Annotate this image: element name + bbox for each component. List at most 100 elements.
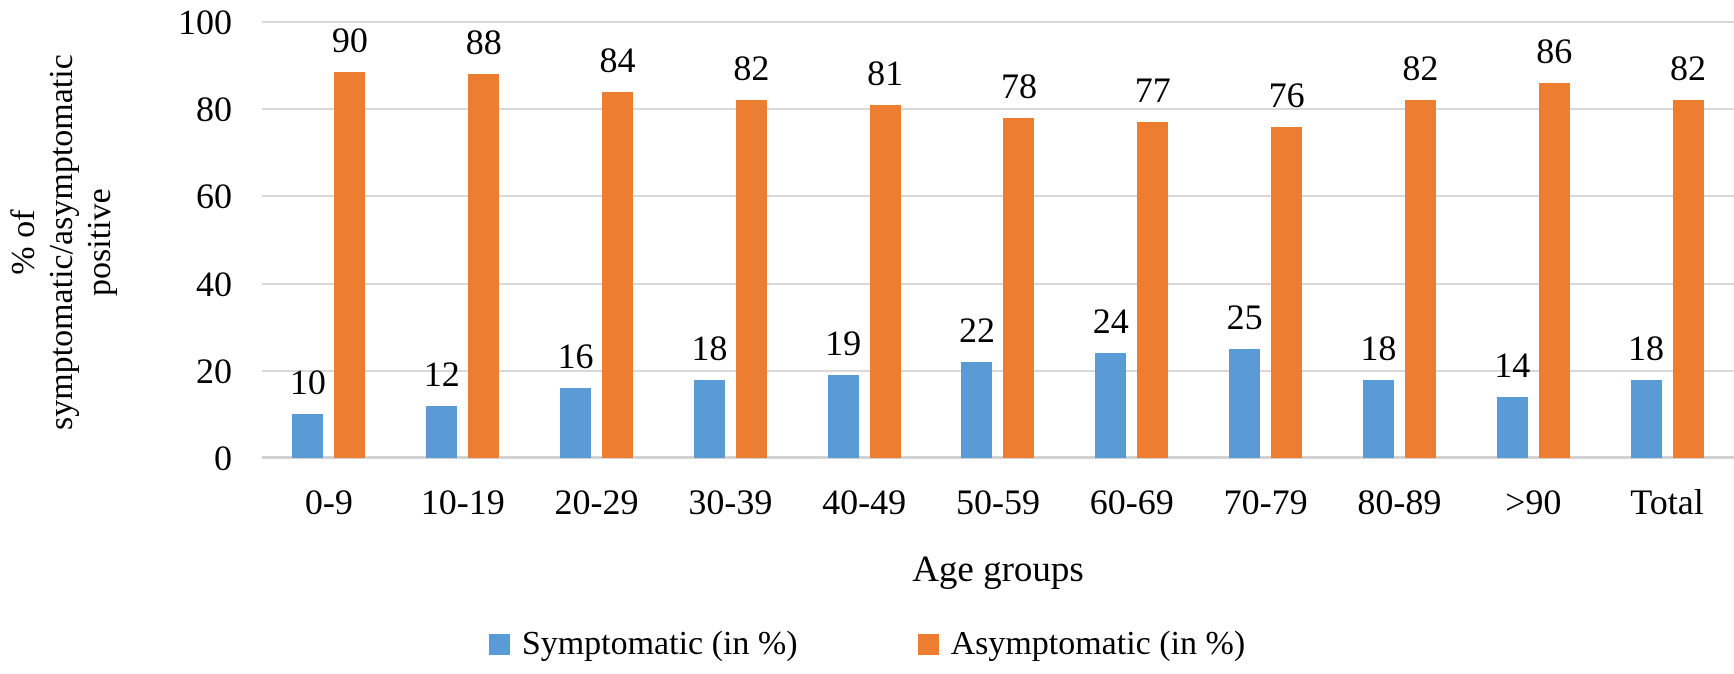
y-tick-label: 100 <box>178 2 232 42</box>
bar-column: 18 <box>691 22 727 458</box>
bar-column: 82 <box>1402 22 1438 458</box>
x-tick-label: 40-49 <box>822 482 907 522</box>
y-tick-label: 80 <box>196 89 232 130</box>
gridline <box>262 195 1734 198</box>
legend-swatch-asymptomatic-icon <box>917 633 939 655</box>
bar-column: 84 <box>600 22 636 458</box>
bar-symptomatic <box>827 375 859 458</box>
data-label: 84 <box>599 39 636 80</box>
bar-column: 82 <box>1670 22 1706 458</box>
y-tick-label: 40 <box>196 263 232 304</box>
x-tick-label: 50-59 <box>955 482 1040 522</box>
gridline <box>262 369 1734 372</box>
y-tick-label: 0 <box>214 438 232 478</box>
bar-asymptomatic <box>334 72 366 458</box>
x-tick-label: 80-89 <box>1357 482 1442 522</box>
data-label: 90 <box>331 20 368 60</box>
legend-label-asymptomatic: Asymptomatic (in %) <box>950 625 1246 662</box>
data-label: 77 <box>1134 70 1171 111</box>
x-tick-label: Total <box>1630 482 1704 522</box>
bar-symptomatic <box>961 362 993 458</box>
bar-column: 90 <box>332 22 368 458</box>
bar-asymptomatic <box>1538 83 1570 458</box>
bar-column: 86 <box>1536 22 1572 458</box>
bar-asymptomatic <box>602 91 634 458</box>
legend-swatch-symptomatic-icon <box>488 633 510 655</box>
bar-symptomatic <box>1362 379 1394 458</box>
category-group: 10 90 <box>262 22 396 458</box>
y-axis-ticks: 0 20 40 60 80 100 <box>0 2 232 478</box>
bar-column: 88 <box>466 22 502 458</box>
data-label: 81 <box>867 52 904 93</box>
bar-asymptomatic <box>1003 117 1035 458</box>
data-label: 18 <box>1360 327 1397 368</box>
gridline <box>262 282 1734 285</box>
bar-asymptomatic <box>1672 100 1704 458</box>
data-label: 78 <box>1000 65 1037 106</box>
bar-column: 77 <box>1135 22 1171 458</box>
bar-column: 14 <box>1494 22 1530 458</box>
category-group: 24 77 <box>1065 22 1199 458</box>
data-label: 82 <box>733 48 770 89</box>
category-group: 12 88 <box>396 22 530 458</box>
bar-symptomatic <box>693 379 725 458</box>
data-label: 12 <box>423 353 460 394</box>
x-tick-label: 60-69 <box>1089 482 1174 522</box>
category-group: 18 82 <box>663 22 797 458</box>
bar-asymptomatic <box>1137 122 1169 458</box>
bar-symptomatic <box>1630 379 1662 458</box>
bar-symptomatic <box>292 414 324 458</box>
data-label: 86 <box>1536 31 1573 72</box>
bar-symptomatic <box>560 388 592 458</box>
x-tick-label: 0-9 <box>304 482 353 522</box>
bar-symptomatic <box>1229 349 1261 458</box>
legend: Symptomatic (in %) Asymptomatic (in %) <box>0 624 1734 664</box>
bar-column: 16 <box>558 22 594 458</box>
category-group: 16 84 <box>530 22 664 458</box>
bar-column: 81 <box>867 22 903 458</box>
x-axis-ticks: 0-9 10-19 20-29 30-39 40-49 50-59 60-69 70-79 80… <box>262 480 1734 524</box>
bar-symptomatic <box>426 405 458 458</box>
data-label: 14 <box>1494 344 1531 385</box>
category-group: 14 86 <box>1466 22 1600 458</box>
y-tick-label: 60 <box>196 176 232 217</box>
bar-column: 24 <box>1093 22 1129 458</box>
bar-asymptomatic <box>869 104 901 458</box>
bar-column: 78 <box>1001 22 1037 458</box>
data-label: 19 <box>825 323 862 364</box>
gridline <box>262 21 1734 23</box>
bar-column: 19 <box>825 22 861 458</box>
bar-asymptomatic <box>1271 126 1303 458</box>
bar-column: 10 <box>290 22 326 458</box>
data-label: 18 <box>691 327 728 368</box>
bar-column: 22 <box>959 22 995 458</box>
x-tick-label: 70-79 <box>1223 482 1308 522</box>
data-label: 22 <box>958 310 995 351</box>
bar-symptomatic <box>1095 353 1127 458</box>
x-axis-line <box>262 456 1734 459</box>
bar-column: 82 <box>733 22 769 458</box>
category-group: 22 78 <box>931 22 1065 458</box>
bar-asymptomatic <box>468 74 500 458</box>
x-tick-label: >90 <box>1505 482 1562 522</box>
bar-column: 76 <box>1269 22 1305 458</box>
category-group: 25 76 <box>1199 22 1333 458</box>
bar-column: 12 <box>424 22 460 458</box>
data-label: 82 <box>1670 48 1707 89</box>
bar-groups: 10 90 12 88 16 84 18 82 19 81 22 78 24 77 25 76 18 82 14 86… <box>262 22 1734 458</box>
bar-symptomatic <box>1496 396 1528 458</box>
x-axis-title: Age groups <box>912 549 1084 590</box>
category-group: 18 82 <box>1600 22 1734 458</box>
x-tick-label: 10-19 <box>420 482 505 522</box>
legend-label-symptomatic: Symptomatic (in %) <box>521 625 798 662</box>
legend-item-symptomatic: Symptomatic (in %) <box>488 624 798 664</box>
x-tick-label: 30-39 <box>688 482 773 522</box>
bar-column: 18 <box>1360 22 1396 458</box>
bar-column: 25 <box>1227 22 1263 458</box>
legend-item-asymptomatic: Asymptomatic (in %) <box>917 624 1246 664</box>
bar-asymptomatic <box>1404 100 1436 458</box>
data-label: 24 <box>1092 301 1129 342</box>
gridline <box>262 108 1734 111</box>
data-label: 10 <box>289 362 326 403</box>
